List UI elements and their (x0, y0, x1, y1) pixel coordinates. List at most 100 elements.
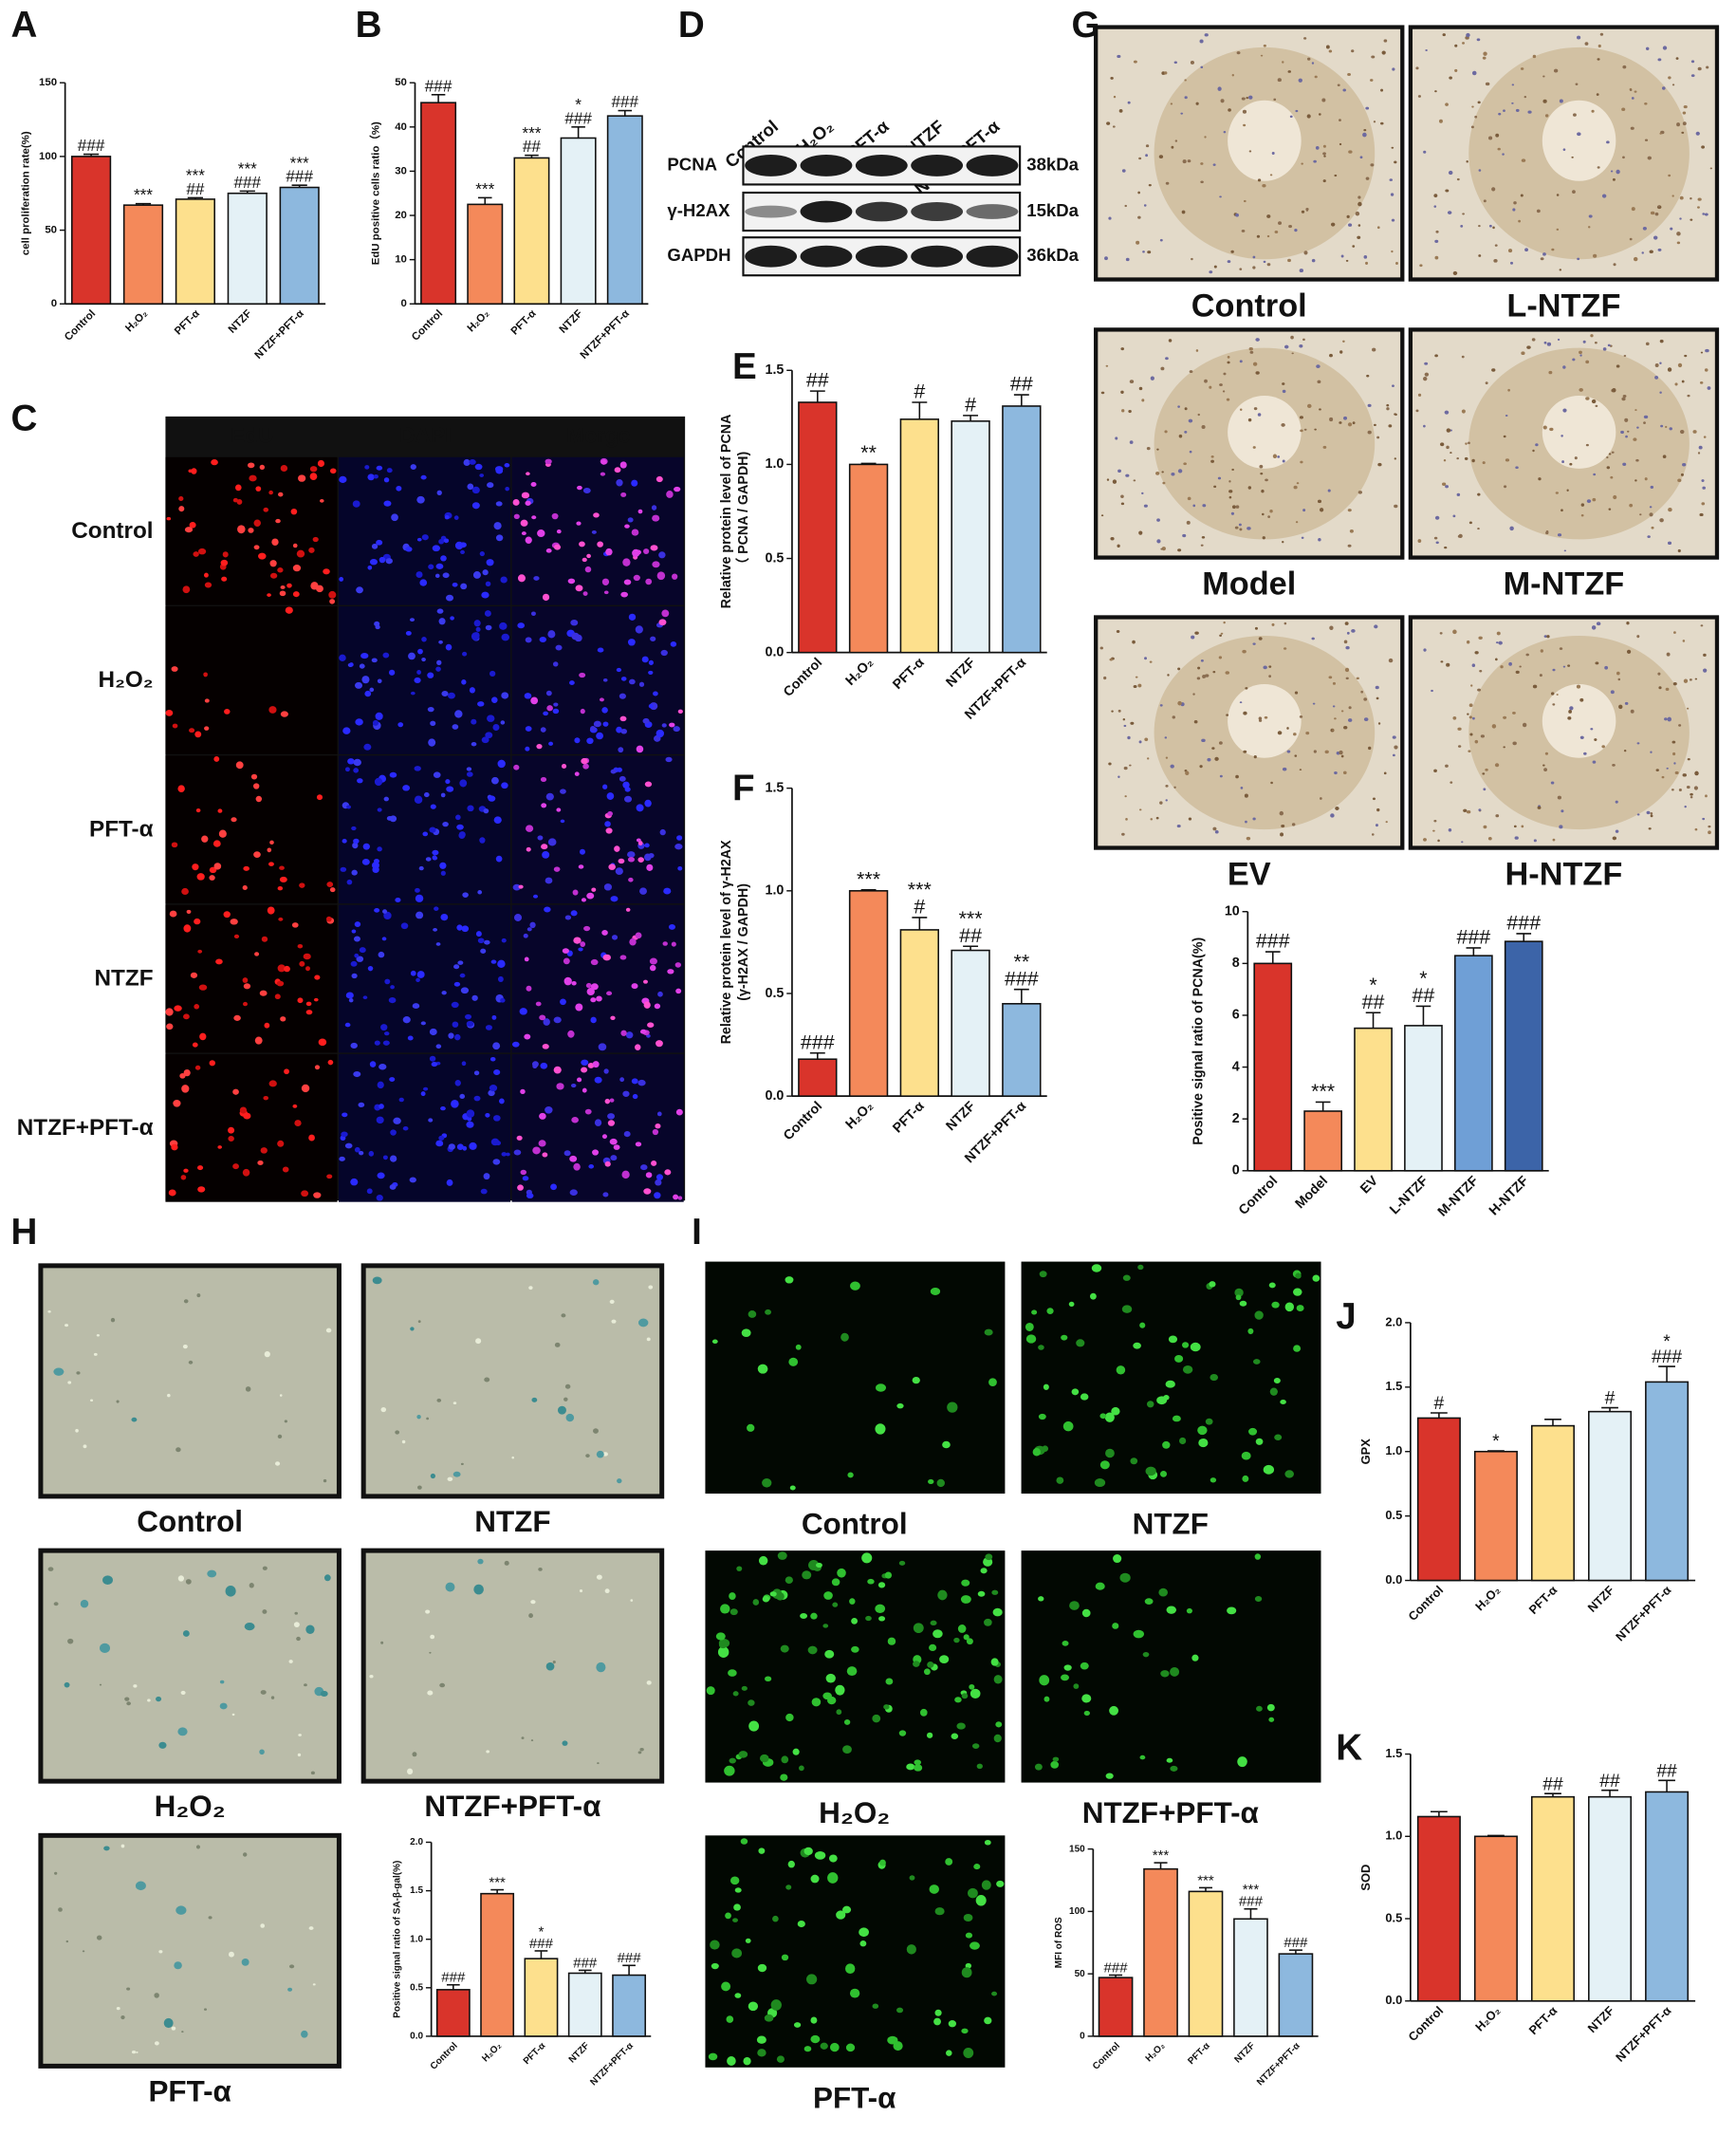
cell (814, 1850, 826, 1860)
significance-mark: *** (489, 1875, 506, 1891)
cell (1654, 212, 1659, 216)
cell (602, 721, 609, 727)
y-tick-label: 0.5 (1385, 1910, 1402, 1924)
cell (1274, 231, 1279, 233)
follicle-center (1228, 396, 1302, 469)
cell (1483, 51, 1487, 56)
cell (1447, 211, 1452, 214)
cell (1210, 1373, 1219, 1382)
cell (1503, 435, 1506, 438)
cell (1329, 417, 1334, 422)
cell (933, 1629, 943, 1639)
cell (1253, 407, 1258, 411)
cell (1149, 660, 1153, 663)
cell (1146, 1401, 1154, 1408)
cell (1579, 350, 1582, 355)
cell (1670, 227, 1673, 231)
cell (1283, 647, 1287, 650)
cell (847, 1472, 854, 1478)
cell (637, 1751, 642, 1754)
cell (90, 1399, 94, 1402)
cell (434, 573, 440, 579)
cell (525, 500, 531, 506)
cell (547, 838, 557, 846)
cell (497, 959, 506, 969)
significance-mark: # (914, 896, 925, 919)
cell (382, 1040, 390, 1046)
cell (1299, 715, 1303, 718)
cell (367, 566, 373, 570)
x-tick-label: H₂O₂ (1472, 1583, 1504, 1614)
cell (438, 539, 445, 545)
cell (1365, 176, 1370, 180)
cell (181, 887, 189, 896)
cell (836, 1910, 846, 1920)
cell (1498, 640, 1503, 645)
cell (383, 477, 390, 483)
cell (578, 947, 583, 952)
cell (1642, 226, 1647, 231)
cell (1248, 347, 1253, 351)
cell (781, 1755, 789, 1764)
cell (432, 849, 439, 856)
cell (521, 492, 530, 499)
cell (328, 590, 337, 599)
cell (646, 1680, 652, 1685)
cell (354, 921, 361, 927)
y-axis-label: Positive signal ratio of PCNA(%) (1191, 938, 1207, 1145)
cell (1219, 634, 1222, 638)
cell (572, 889, 579, 896)
cell (351, 869, 358, 876)
cell (1116, 1365, 1126, 1375)
cell (1230, 511, 1235, 515)
cell (382, 652, 390, 659)
cell (1137, 191, 1140, 195)
cell (305, 966, 310, 972)
cell (785, 1884, 792, 1890)
cell (446, 594, 454, 602)
cell (1596, 622, 1601, 626)
cell (495, 1141, 502, 1146)
cell (351, 826, 357, 831)
cell (526, 985, 532, 992)
cell (532, 1064, 538, 1069)
cell (520, 519, 528, 527)
cell (896, 1402, 904, 1409)
significance-mark: ### (425, 76, 452, 95)
cell (309, 466, 318, 473)
cell (715, 1632, 726, 1641)
cell (1110, 76, 1114, 80)
cell (291, 922, 299, 928)
cell (611, 1319, 617, 1324)
x-tick-label: NTZF+PFT-α (1613, 1583, 1674, 1644)
cell (204, 572, 209, 578)
cell (1145, 144, 1150, 148)
cell (1505, 414, 1508, 418)
significance-mark: ## (186, 179, 205, 198)
cell (560, 819, 565, 824)
cell (462, 651, 468, 657)
cell (1223, 130, 1227, 134)
size-label: 36kDa (1026, 245, 1079, 265)
cell (610, 1155, 618, 1161)
cell (1433, 536, 1438, 540)
cell (970, 1688, 981, 1699)
cell (1645, 46, 1650, 50)
cell (820, 2042, 828, 2050)
cell (765, 1309, 771, 1315)
cell (551, 512, 559, 520)
cell (173, 1100, 181, 1107)
cell (581, 1059, 589, 1066)
y-tick-label: 150 (1069, 1844, 1085, 1854)
cell (1606, 466, 1611, 470)
cell (1115, 436, 1118, 440)
cell (505, 486, 509, 492)
cell (1376, 226, 1380, 230)
cell (1343, 726, 1348, 730)
cell (1303, 251, 1308, 255)
cell (1156, 539, 1161, 544)
x-tick-label: NTZF (1585, 1583, 1617, 1615)
cell (484, 610, 491, 617)
cell (1277, 455, 1281, 458)
cell (241, 1959, 249, 1966)
